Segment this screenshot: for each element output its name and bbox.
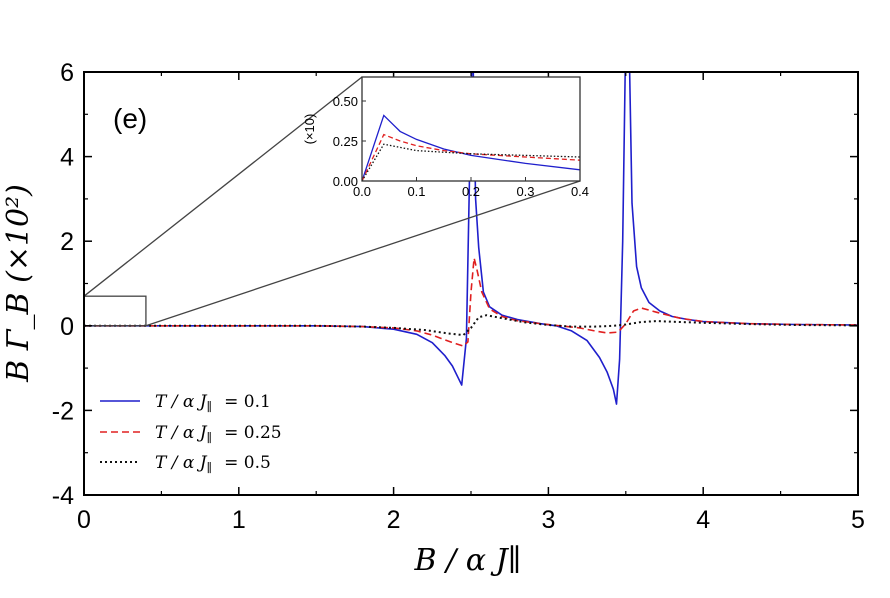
inset-x-tick-label: 0.0: [353, 184, 371, 199]
inset-series-line-1: [362, 133, 580, 181]
x-tick-label: 2: [387, 506, 401, 534]
y-tick-label: 4: [60, 144, 74, 172]
legend-entry-2: T / α J∥ = 0.5: [155, 453, 271, 475]
inset-x-tick-label: 0.1: [407, 184, 425, 199]
inset-y-tick-label: 0.25: [333, 134, 358, 149]
inset-plot: 0.0 0.1 0.2 0.3 0.4 0.00 0.25 0.50 (×10): [302, 76, 589, 199]
series-line-2: [84, 314, 858, 337]
y-tick-label: -4: [52, 482, 74, 510]
legend-prefix-0: T / α J: [155, 392, 208, 412]
legend-value-1: = 0.25: [224, 423, 282, 443]
main-series-layer: [84, 72, 858, 405]
x-axis-title: B / α J∥: [414, 543, 522, 578]
inset-y-label: (×10): [302, 114, 317, 145]
y-tick-label: 0: [60, 313, 74, 341]
y-tick-label: 2: [60, 228, 74, 256]
legend-entry-0: T / α J∥ = 0.1: [155, 392, 271, 414]
y-tick-label: 6: [60, 59, 74, 87]
y-tick-label: -2: [52, 397, 74, 425]
x-tick-label: 1: [232, 506, 246, 534]
y-axis-title: B Γ_B (×10²): [1, 184, 36, 383]
legend-entry-1: T / α J∥ = 0.25: [155, 423, 282, 445]
inset-series-layer: [362, 114, 580, 181]
inset-x-tick-label: 0.2: [462, 184, 480, 199]
inset-y-tick-label: 0.00: [333, 174, 358, 189]
x-tick-label: 5: [851, 506, 865, 534]
x-tick-label: 0: [77, 506, 91, 534]
inset-x-tick-label: 0.4: [571, 184, 589, 199]
inset-y-tick-label: 0.50: [333, 94, 358, 109]
inset-series-line-2: [362, 143, 580, 181]
legend-value-2: = 0.5: [224, 453, 271, 473]
legend-prefix-2: T / α J: [155, 453, 208, 473]
main-ticks: 0 1 2 3 4 5 -4 -2 0 2 4 6: [52, 59, 865, 534]
legend-prefix-1: T / α J: [155, 423, 208, 443]
legend-value-0: = 0.1: [224, 392, 271, 412]
series-line-1: [84, 257, 858, 347]
x-tick-label: 4: [696, 506, 710, 534]
panel-label: (e): [113, 103, 147, 134]
inset-x-tick-label: 0.3: [516, 184, 534, 199]
x-tick-label: 3: [541, 506, 555, 534]
zoom-connector-upper: [83, 76, 363, 297]
inset-ticks: 0.0 0.1 0.2 0.3 0.4 0.00 0.25 0.50: [333, 94, 589, 199]
inset-series-line-0: [362, 114, 580, 181]
legend: T / α J∥ = 0.1 T / α J∥ = 0.25 T / α J∥ = 0…: [100, 392, 282, 475]
zoom-connector-lower: [145, 180, 581, 327]
zoom-box: [83, 295, 147, 327]
